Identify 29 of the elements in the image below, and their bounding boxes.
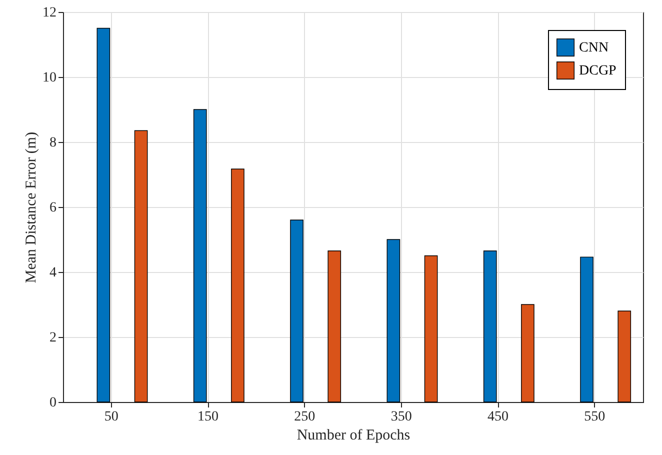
bar xyxy=(96,28,110,402)
x-tick-label: 50 xyxy=(104,410,118,424)
bar xyxy=(328,250,342,402)
legend-label: DCGP xyxy=(579,64,617,78)
legend-label: CNN xyxy=(579,40,609,56)
bar xyxy=(386,239,400,402)
y-tick-label: 2 xyxy=(50,330,56,346)
bar xyxy=(521,304,534,402)
bar xyxy=(580,256,594,402)
y-tick-label: 6 xyxy=(50,200,56,216)
bar xyxy=(193,109,207,402)
x-tick-label: 150 xyxy=(198,410,218,424)
x-axis-title: Number of Epochs xyxy=(296,428,410,444)
bar xyxy=(424,255,438,402)
x-tick-label: 250 xyxy=(294,410,316,424)
x-tick-label: 550 xyxy=(584,410,606,424)
y-tick-label: 8 xyxy=(50,136,56,150)
y-axis-title: Mean Distance Error (m) xyxy=(24,132,40,284)
x-tick-label: 450 xyxy=(488,410,508,424)
bar xyxy=(483,250,497,402)
y-tick-label: 12 xyxy=(42,6,56,20)
y-tick-label: 10 xyxy=(42,70,56,86)
bar xyxy=(134,130,148,402)
bar xyxy=(618,310,632,402)
x-tick-label: 350 xyxy=(390,410,412,424)
y-tick-label: 4 xyxy=(50,266,56,280)
bar xyxy=(290,220,304,402)
y-tick-label: 0 xyxy=(50,396,56,410)
bar xyxy=(231,168,244,402)
